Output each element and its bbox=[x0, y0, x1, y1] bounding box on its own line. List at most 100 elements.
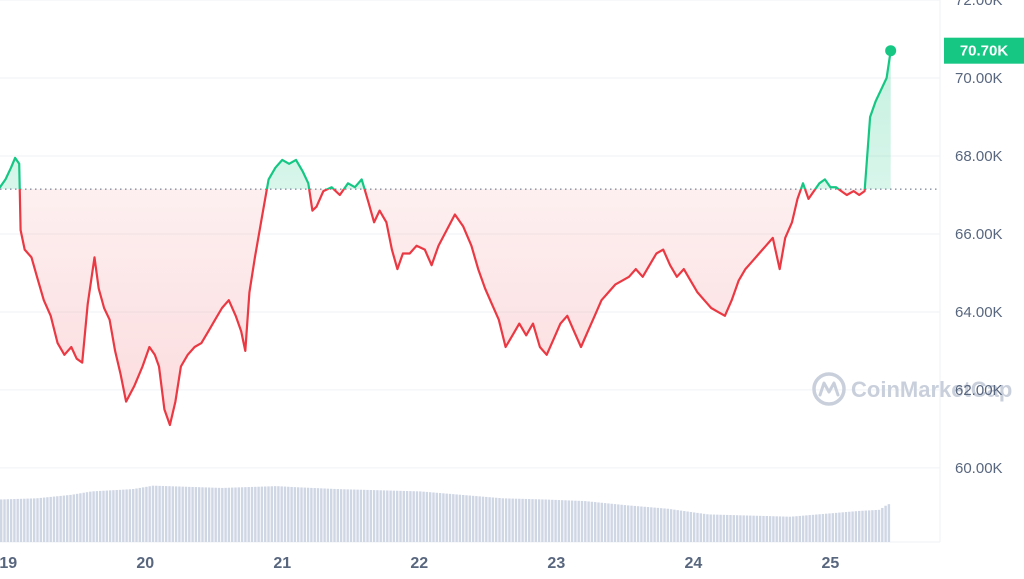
volume-bar bbox=[521, 498, 524, 542]
volume-bar bbox=[877, 509, 881, 542]
volume-bar bbox=[844, 512, 848, 542]
volume-bar bbox=[191, 486, 194, 542]
volume-bar bbox=[112, 490, 115, 542]
watermark: CoinMarketCap bbox=[812, 372, 1012, 406]
volume-bar bbox=[696, 512, 699, 542]
volume-bar bbox=[270, 486, 273, 542]
volume-bar bbox=[293, 487, 297, 542]
volume-bar bbox=[689, 511, 693, 542]
volume-bar bbox=[653, 507, 656, 542]
volume-bar bbox=[884, 505, 887, 542]
volume-bar bbox=[207, 487, 211, 542]
volume-bar bbox=[590, 501, 594, 542]
volume-bar bbox=[782, 516, 785, 542]
volume-bar bbox=[300, 487, 303, 542]
price-line-down bbox=[18, 189, 866, 427]
volume-bar bbox=[636, 506, 640, 542]
volume-bar bbox=[841, 512, 844, 542]
volume-bar bbox=[280, 486, 283, 542]
volume-bar bbox=[547, 499, 551, 542]
volume-bar bbox=[250, 486, 254, 542]
volume-bar bbox=[247, 487, 250, 542]
volume-bar bbox=[89, 491, 92, 542]
volume-bar bbox=[56, 496, 59, 542]
volume-bar bbox=[821, 513, 825, 542]
volume-bar bbox=[795, 516, 798, 542]
volume-bar bbox=[69, 494, 72, 542]
volume-bar bbox=[422, 491, 425, 542]
volume-bar bbox=[392, 490, 396, 542]
volume-bar bbox=[831, 513, 834, 542]
volume-bar bbox=[458, 494, 462, 542]
volume-bar bbox=[72, 494, 75, 542]
y-axis-ticks: 60.00K 62.00K 64.00K 66.00K 68.00K 70.00K 72.0… bbox=[955, 0, 1003, 477]
volume-bar bbox=[108, 490, 112, 542]
volume-bar bbox=[313, 488, 316, 542]
current-price-label: 70.70K bbox=[960, 43, 1009, 60]
volume-bar bbox=[125, 489, 128, 542]
volume-bar bbox=[620, 504, 623, 542]
volume-bar bbox=[597, 502, 600, 542]
volume-bar bbox=[326, 488, 330, 542]
volume-bar bbox=[389, 490, 392, 542]
volume-bar bbox=[686, 511, 689, 542]
volume-bar bbox=[749, 515, 752, 542]
volume-bar bbox=[623, 505, 627, 542]
volume-bar bbox=[379, 490, 382, 542]
volume-bar bbox=[221, 487, 224, 542]
volume-bar bbox=[224, 487, 227, 542]
volume-bar bbox=[600, 502, 603, 542]
volume-bar bbox=[772, 516, 775, 542]
volume-bar bbox=[511, 498, 514, 542]
volume-bar bbox=[415, 491, 419, 542]
x-tick-label: 19 bbox=[0, 555, 17, 572]
volume-bar bbox=[115, 489, 118, 542]
volume-bar bbox=[353, 489, 356, 542]
volume-bar bbox=[363, 489, 366, 542]
volume-bar bbox=[102, 490, 105, 542]
volume-bar bbox=[541, 499, 544, 542]
volume-bar bbox=[237, 487, 240, 542]
watermark-text: CoinMarketCap bbox=[851, 377, 1012, 402]
volume-bar bbox=[518, 498, 521, 542]
volume-bar bbox=[254, 486, 257, 542]
volume-bar bbox=[551, 499, 554, 542]
volume-bar bbox=[498, 498, 501, 542]
area-fill bbox=[0, 50, 891, 425]
volume-bar bbox=[323, 488, 326, 542]
volume-bar bbox=[762, 515, 765, 542]
volume-bar bbox=[412, 491, 415, 542]
y-tick-label: 68.00K bbox=[955, 148, 1003, 165]
volume-bar bbox=[669, 509, 673, 542]
volume-bar bbox=[178, 486, 181, 542]
volume-bar bbox=[808, 515, 811, 542]
volume-bar bbox=[33, 498, 36, 542]
current-price-dot bbox=[885, 45, 897, 57]
volume-bar bbox=[148, 486, 151, 542]
volume-bar bbox=[508, 498, 511, 542]
volume-bar bbox=[587, 501, 590, 542]
x-axis-ticks: 19 20 21 22 23 24 25 bbox=[0, 555, 839, 572]
volume-bar bbox=[204, 487, 207, 542]
volume-bar bbox=[442, 493, 445, 542]
volume-bar bbox=[0, 499, 3, 542]
volume-bar bbox=[396, 490, 399, 542]
volume-bar bbox=[188, 486, 191, 542]
volume-bar bbox=[82, 492, 85, 542]
volume-bar bbox=[640, 506, 643, 542]
volume-bar bbox=[118, 489, 122, 542]
volume-bar bbox=[39, 497, 42, 542]
y-tick-label: 62.00K bbox=[955, 382, 1003, 399]
volume-bar bbox=[564, 500, 567, 542]
volume-bar bbox=[244, 487, 247, 542]
volume-bar bbox=[722, 514, 726, 542]
volume-bar bbox=[184, 486, 188, 542]
volume-bar bbox=[739, 515, 742, 542]
volume-bar bbox=[240, 487, 244, 542]
volume-bar bbox=[851, 511, 854, 542]
volume-bar bbox=[211, 487, 214, 542]
volume-bar bbox=[165, 486, 168, 542]
volume-bar bbox=[316, 488, 320, 542]
volume-bar bbox=[49, 496, 52, 542]
